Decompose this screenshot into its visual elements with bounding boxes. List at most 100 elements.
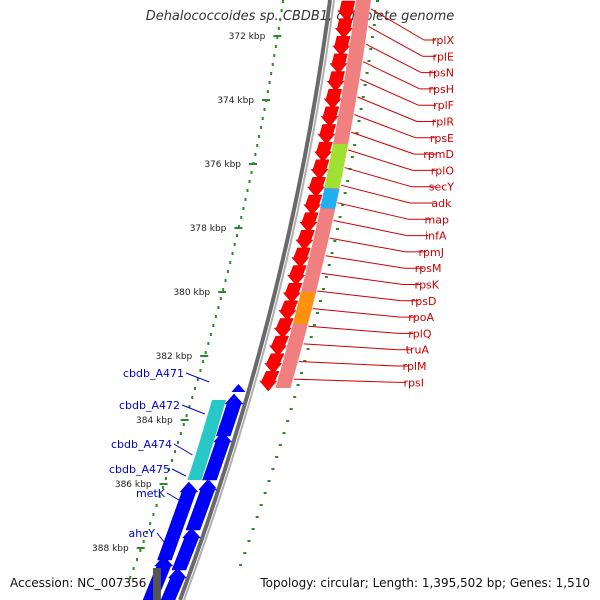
leader-line xyxy=(325,255,405,269)
ruler-dot xyxy=(202,360,205,363)
ruler-major-tick xyxy=(249,163,258,165)
outer-ruler-dot xyxy=(299,372,303,374)
ruler-dot xyxy=(199,369,202,372)
ruler-dot xyxy=(155,504,158,507)
outer-ruler-dot xyxy=(363,84,367,86)
ruler-dot xyxy=(212,324,215,327)
ruler-dot xyxy=(209,333,212,336)
outer-ruler-dot xyxy=(286,420,290,422)
forward-gene-label: rplF xyxy=(433,99,454,112)
outer-ruler-dot xyxy=(376,0,379,2)
ruler-tick-label: 382 kbp xyxy=(156,352,193,362)
outer-ruler-dot xyxy=(267,480,271,482)
forward-gene-label: rplE xyxy=(432,50,454,63)
forward-gene-arrow xyxy=(295,230,315,251)
forward-gene-arrow xyxy=(326,71,345,92)
ruler-dot xyxy=(182,423,185,426)
forward-gene-arrow xyxy=(332,36,351,57)
ruler-dot xyxy=(270,72,273,75)
ruler-dot xyxy=(268,81,271,84)
outer-ruler-dot xyxy=(289,408,293,410)
reverse-gene-label: cbdb_A474 xyxy=(111,438,172,451)
backbone-strand xyxy=(178,0,332,600)
outer-ruler-dot xyxy=(327,264,331,266)
forward-gene-label: rpsN xyxy=(429,67,454,80)
forward-gene-label: rplO xyxy=(431,164,455,177)
ruler-dot xyxy=(129,576,132,579)
backbone xyxy=(178,0,335,600)
reverse-gene-arrowhead xyxy=(202,480,217,488)
reverse-gray-segment xyxy=(152,568,161,600)
ruler-dot xyxy=(193,387,196,390)
cog-highlight-blue xyxy=(320,188,340,209)
outer-ruler-dot xyxy=(309,336,313,338)
forward-gene-arrow xyxy=(278,300,299,321)
cog-highlight-green xyxy=(324,144,349,188)
forward-gene-arrow xyxy=(291,247,311,268)
outer-ruler-dot xyxy=(263,492,267,494)
ruler-dot xyxy=(248,180,251,183)
ruler-dot xyxy=(132,567,135,570)
ruler-dot xyxy=(263,108,266,111)
outer-ruler-dot xyxy=(303,360,307,362)
forward-gene-arrow xyxy=(273,318,294,339)
forward-gene-arrow xyxy=(334,18,353,39)
forward-gene-arrow xyxy=(299,212,319,233)
outer-ruler-dot xyxy=(243,552,247,554)
leader-line xyxy=(333,219,408,237)
outer-ruler-dot xyxy=(350,156,354,158)
ruler-dot xyxy=(235,234,238,237)
ruler-dot xyxy=(214,315,217,318)
forward-gene-arrow xyxy=(337,0,356,22)
ruler-dot xyxy=(261,117,264,120)
outer-ruler-dot xyxy=(306,348,310,350)
outer-ruler-dot xyxy=(324,276,328,278)
ruler-dot xyxy=(174,450,176,453)
ruler-dot xyxy=(250,171,253,174)
ruler-dot xyxy=(142,540,145,543)
leader-line xyxy=(362,61,421,90)
ruler-tick-label: 376 kbp xyxy=(204,160,241,170)
ruler-dot xyxy=(204,351,207,354)
ruler-major-tick xyxy=(159,483,168,485)
leader-line xyxy=(340,184,411,204)
forward-gene-label: rpmD xyxy=(423,148,454,161)
forward-gene-label: rplM xyxy=(402,360,426,373)
outer-ruler-dot xyxy=(353,144,357,146)
outer-ruler-dot xyxy=(293,396,297,398)
outer-ruler-dot xyxy=(321,288,325,290)
ruler-dot xyxy=(276,36,279,39)
leader-line xyxy=(298,361,397,367)
forward-gene-label: rpmJ xyxy=(419,246,444,259)
outer-ruler-dot xyxy=(367,60,371,62)
reverse-gene-arrowhead xyxy=(231,384,246,392)
leader-line xyxy=(351,131,415,155)
ruler-dot xyxy=(233,243,236,246)
forward-gene-arrow xyxy=(303,194,323,216)
outer-ruler-dot xyxy=(372,24,376,26)
outer-ruler-dot xyxy=(371,36,375,38)
ruler-dot xyxy=(176,441,179,444)
outer-ruler-dot xyxy=(333,240,337,242)
ruler-dot xyxy=(258,135,261,138)
ruler-dot xyxy=(185,414,188,417)
outer-ruler-dot xyxy=(247,540,251,542)
forward-gene-arrow xyxy=(323,88,343,110)
ruler-major-tick xyxy=(262,99,270,101)
forward-gene-arrow xyxy=(264,353,285,374)
ruler-tick-label: 374 kbp xyxy=(217,96,254,106)
leader-line xyxy=(185,372,210,383)
ruler-major-tick xyxy=(200,355,209,357)
ruler-dot xyxy=(274,45,277,48)
ruler-dot xyxy=(158,495,161,498)
forward-gene-label: rplR xyxy=(432,116,455,129)
forward-gene-label: rpsI xyxy=(404,376,424,389)
ruler-dot xyxy=(188,405,191,408)
forward-gene-arrow xyxy=(313,141,333,163)
ruler-major-tick xyxy=(273,35,282,37)
outer-ruler-dot xyxy=(255,516,259,518)
outer-ruler-dot xyxy=(335,228,339,230)
reverse-gene-label: metK xyxy=(136,487,166,500)
ruler-dot xyxy=(254,153,257,156)
